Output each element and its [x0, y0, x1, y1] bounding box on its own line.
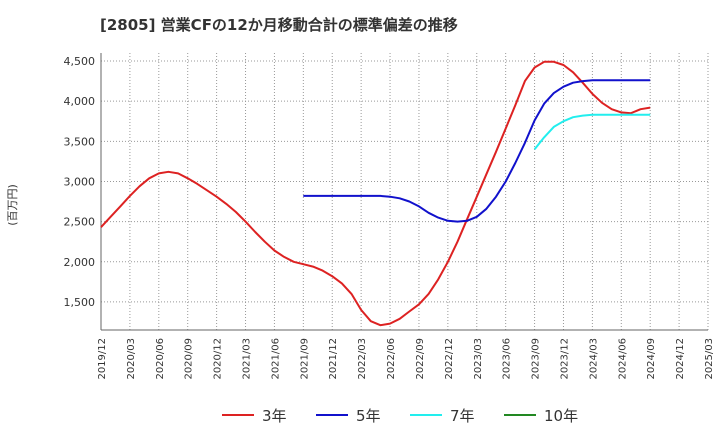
x-tick-label: 2023/09 — [531, 338, 542, 380]
legend-item: 10年 — [504, 404, 578, 426]
axes — [100, 53, 708, 331]
legend-item: 5年 — [316, 404, 381, 426]
legend-label: 5年 — [356, 406, 381, 425]
x-tick-label: 2024/09 — [646, 338, 657, 380]
y-tick-label: 1,500 — [64, 296, 96, 309]
x-tick-label: 2020/06 — [155, 338, 166, 380]
x-tick-label: 2024/03 — [588, 338, 599, 380]
grid-lines — [100, 53, 709, 330]
y-tick-label: 2,500 — [64, 216, 96, 229]
x-tick-label: 2020/03 — [126, 338, 137, 380]
x-tick-label: 2023/03 — [473, 338, 484, 380]
x-tick-label: 2022/06 — [386, 338, 397, 380]
x-tick-label: 2024/12 — [675, 338, 686, 380]
legend-swatch — [222, 414, 254, 416]
chart-title: [2805] 営業CFの12か月移動合計の標準偏差の推移 — [100, 16, 458, 34]
x-tick-label: 2020/09 — [184, 338, 195, 380]
legend-label: 7年 — [450, 406, 475, 425]
y-tick-label: 3,500 — [64, 135, 96, 148]
legend-item: 7年 — [410, 404, 475, 426]
x-tick-label: 2021/06 — [270, 338, 281, 380]
x-tick-label: 2023/06 — [502, 338, 513, 380]
y-axis-label: (百万円) — [6, 184, 19, 226]
x-tick-label: 2021/12 — [328, 338, 339, 380]
x-tick-label: 2022/03 — [357, 338, 368, 380]
series-line-3年 — [100, 60, 651, 327]
y-tick-label: 2,000 — [64, 256, 96, 269]
series-line-5年 — [303, 79, 651, 223]
x-tick-label: 2019/12 — [97, 338, 108, 380]
legend-swatch — [410, 414, 442, 416]
y-tick-label: 4,000 — [64, 95, 96, 108]
x-tick-label: 2022/12 — [444, 338, 455, 380]
series-lines — [100, 60, 651, 327]
x-tick-label: 2024/06 — [617, 338, 628, 380]
legend-label: 3年 — [262, 406, 287, 425]
legend-label: 10年 — [544, 406, 579, 425]
x-tick-label: 2020/12 — [213, 338, 224, 380]
legend-swatch — [504, 414, 536, 416]
x-tick-label: 2022/09 — [415, 338, 426, 380]
x-tick-label: 2023/12 — [559, 338, 570, 380]
legend-swatch — [316, 414, 348, 416]
tick-labels: 2019/12 2020/03 2020/06 2020/09 2020/12 2021/… — [64, 55, 716, 380]
x-tick-label: 2025/03 — [704, 338, 715, 380]
x-tick-label: 2021/09 — [299, 338, 310, 380]
y-tick-label: 4,500 — [64, 55, 96, 68]
series-line-7年 — [533, 113, 651, 150]
y-tick-label: 3,000 — [64, 175, 96, 188]
legend-item: 3年 — [222, 404, 287, 426]
x-tick-label: 2021/03 — [242, 338, 253, 380]
